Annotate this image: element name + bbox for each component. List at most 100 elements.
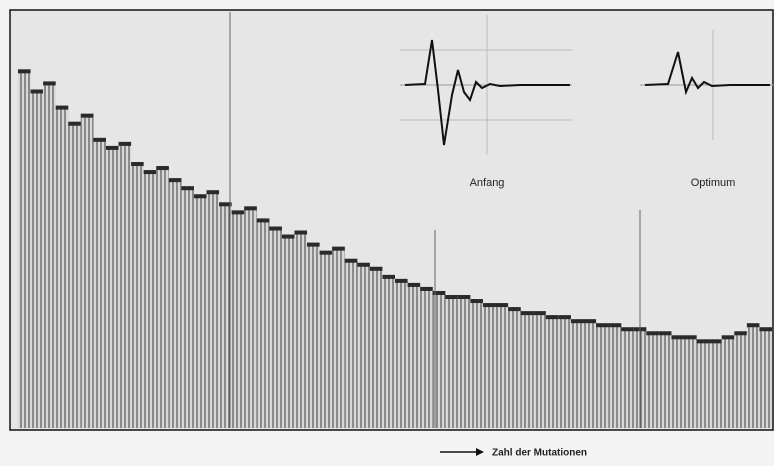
bar-top (193, 194, 207, 199)
bar (93, 137, 106, 428)
bar (55, 105, 69, 428)
bar (357, 262, 370, 428)
bar (131, 162, 144, 428)
bar (533, 311, 546, 428)
bar-top (55, 105, 69, 110)
bar (118, 141, 132, 428)
bar (420, 286, 433, 428)
bar-top (332, 246, 345, 251)
bar (721, 335, 735, 428)
bar (281, 234, 295, 428)
arrow-head (476, 448, 484, 456)
bar-top (206, 190, 220, 195)
bar-top (357, 262, 370, 267)
bar (734, 331, 747, 428)
bar-top (369, 266, 383, 271)
annotation: Anfang (470, 177, 505, 189)
bar (508, 307, 521, 428)
bar-top (570, 319, 584, 324)
bar (18, 69, 31, 428)
bar (332, 246, 345, 428)
x-axis-label: Zahl der Mutationen (492, 448, 587, 459)
bar-top (118, 141, 132, 146)
bar-top (495, 303, 509, 308)
bar-top (508, 307, 521, 312)
bar-top (482, 303, 496, 308)
bar-top (319, 250, 333, 255)
bar-top (520, 311, 534, 316)
bar-top (457, 295, 471, 300)
bar-top (734, 331, 747, 336)
bar (482, 303, 496, 428)
bar (206, 190, 220, 428)
bar-top (18, 69, 31, 74)
bar (181, 186, 194, 428)
bar-top (30, 89, 44, 94)
bar (658, 331, 672, 428)
bar-top (231, 210, 245, 215)
bar-top (256, 218, 270, 223)
bar-top (382, 274, 395, 279)
bar-top (721, 335, 735, 340)
bar-top (244, 206, 257, 211)
bar-top (596, 323, 609, 328)
bar (68, 121, 81, 428)
bar-top (407, 282, 421, 287)
bar (156, 166, 169, 429)
bar (457, 295, 471, 428)
bar-top (709, 339, 722, 344)
bar (319, 250, 333, 428)
bar (231, 210, 245, 428)
bar (344, 258, 358, 428)
bar-top (671, 335, 685, 340)
bar-top (746, 323, 760, 328)
inset-anfang (400, 15, 572, 155)
bar-top (143, 170, 157, 175)
bar (671, 335, 685, 428)
annotation: Optimum (691, 177, 736, 189)
bar (709, 339, 722, 428)
bar-top (621, 327, 634, 332)
bar (696, 339, 710, 428)
bar (570, 319, 584, 428)
bar (407, 282, 421, 428)
bar (621, 327, 634, 428)
bar (307, 242, 320, 428)
bar-top (168, 178, 182, 183)
bar-top (181, 186, 194, 191)
bar (759, 327, 772, 428)
bar-top (759, 327, 772, 332)
inset-optimum (640, 30, 774, 140)
bar-top (432, 290, 446, 295)
bar (369, 266, 383, 428)
bar-top (696, 339, 710, 344)
bar (746, 323, 760, 428)
bar (583, 319, 597, 428)
bar (256, 218, 270, 428)
bar (520, 311, 534, 428)
bar (432, 290, 446, 428)
bar (143, 170, 157, 428)
bar (294, 230, 308, 428)
bar-top (105, 145, 119, 150)
bar (244, 206, 257, 428)
bar-top (658, 331, 672, 336)
bar (30, 89, 44, 428)
bars (18, 69, 772, 429)
bar-top (156, 166, 169, 171)
bar (382, 274, 395, 428)
bar (596, 323, 609, 428)
bar-top (420, 286, 433, 291)
bar-top (470, 299, 483, 304)
bar-top (80, 113, 94, 118)
bar-top (533, 311, 546, 316)
bar-top (307, 242, 320, 247)
bar (105, 145, 119, 428)
bar (445, 295, 458, 428)
bar (608, 323, 622, 428)
bar (43, 81, 56, 429)
bar-top (281, 234, 295, 239)
bar-top (43, 81, 56, 86)
bar-top (395, 278, 408, 283)
